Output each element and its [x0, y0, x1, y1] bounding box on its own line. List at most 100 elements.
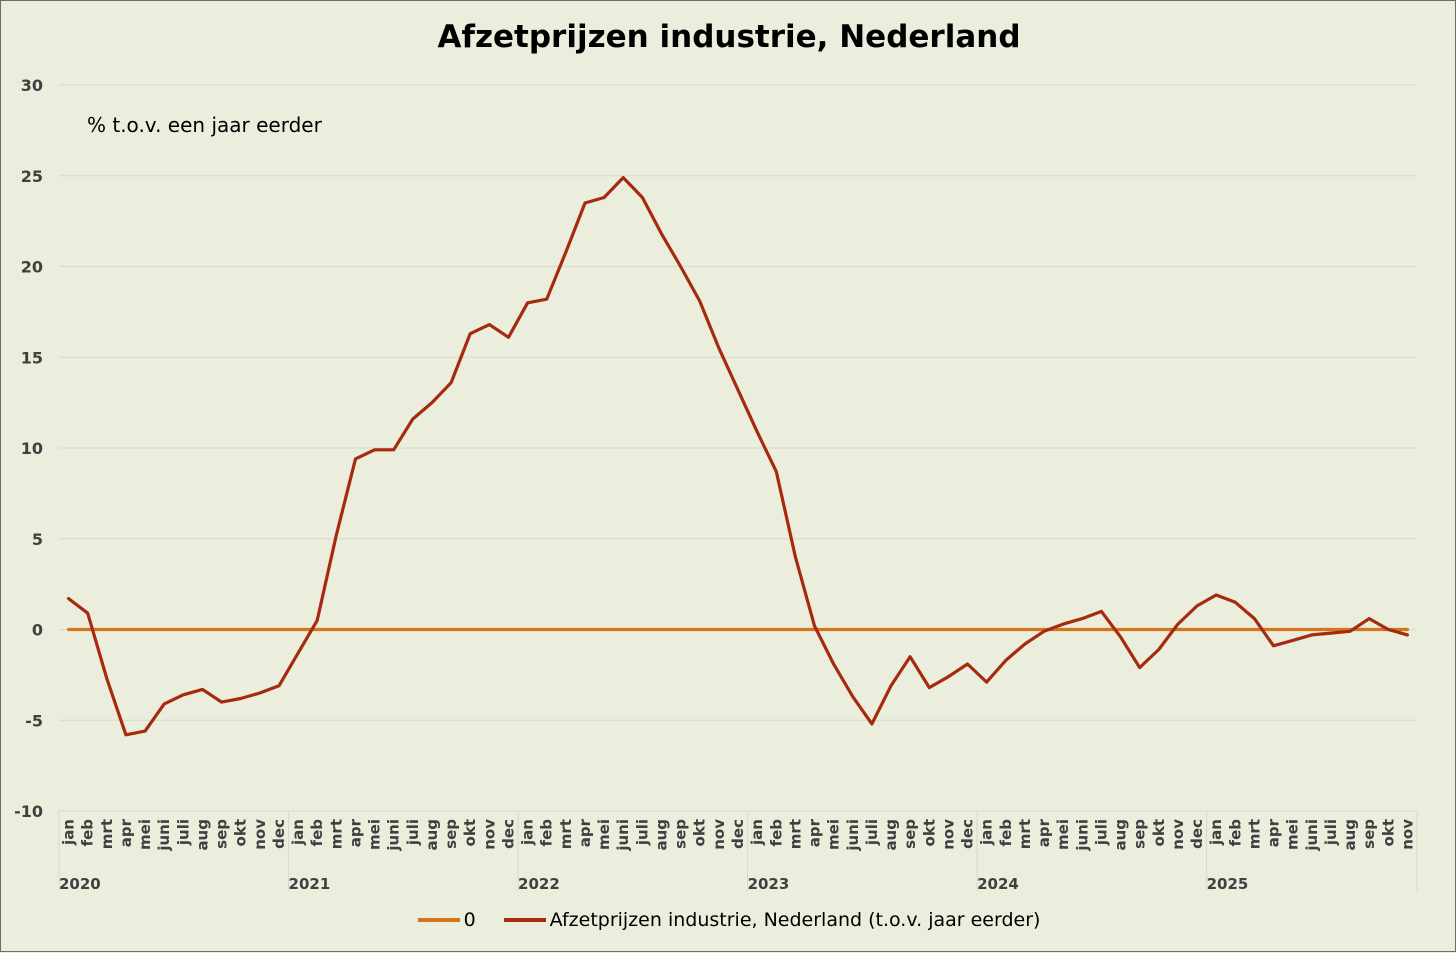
month-tick-label: feb: [997, 819, 1015, 847]
month-tick-label: mei: [366, 819, 384, 850]
month-tick-label: juni: [844, 819, 862, 852]
month-tick-label: okt: [920, 819, 938, 846]
month-tick-label: dec: [1188, 819, 1206, 849]
chart-title: Afzetprijzen industrie, Nederland: [437, 19, 1021, 55]
month-tick-label: mei: [1284, 819, 1302, 850]
month-tick-label: nov: [939, 819, 957, 850]
month-tick-label: jan: [978, 819, 996, 846]
legend-label-zero: 0: [463, 909, 476, 931]
y-tick-label: -5: [25, 711, 43, 730]
month-tick-label: juli: [863, 819, 881, 846]
month-tick-label: apr: [1035, 818, 1053, 847]
month-tick-label: sep: [213, 819, 231, 849]
month-tick-label: juni: [614, 819, 632, 852]
month-tick-label: apr: [806, 818, 824, 847]
month-tick-label: mei: [136, 819, 154, 850]
legend-swatch-afzetprijzen: [503, 918, 546, 922]
month-tick-label: jan: [289, 819, 307, 846]
month-tick-label: jan: [60, 819, 78, 846]
legend-item-zero: 0: [417, 909, 476, 931]
series-lines: [66, 176, 1410, 737]
month-tick-label: juli: [174, 819, 192, 846]
year-label: 2024: [977, 875, 1019, 893]
legend-swatch-zero: [417, 918, 460, 922]
month-tick-label: okt: [232, 819, 250, 846]
month-tick-label: sep: [672, 819, 690, 849]
legend-item-afzetprijzen: Afzetprijzen industrie, Nederland (t.o.v…: [503, 909, 1041, 931]
gridlines: [59, 84, 1417, 812]
month-tick-label: juni: [1303, 819, 1321, 852]
month-tick-label: juni: [385, 819, 403, 852]
month-tick-label: mrt: [1245, 819, 1263, 849]
month-tick-label: juli: [1322, 819, 1340, 846]
month-tick-label: feb: [1226, 819, 1244, 847]
month-tick-label: feb: [767, 819, 785, 847]
month-tick-label: aug: [1341, 819, 1359, 851]
month-tick-label: nov: [480, 819, 498, 850]
month-tick-label: juni: [1073, 819, 1091, 852]
month-tick-label: apr: [117, 818, 135, 847]
month-tick-label: aug: [882, 819, 900, 851]
month-tick-label: nov: [1398, 819, 1416, 850]
y-tick-label: 30: [21, 76, 43, 95]
month-tick-label: jan: [748, 819, 766, 846]
month-tick-label: sep: [1360, 819, 1378, 849]
month-tick-label: jan: [1207, 819, 1225, 846]
month-tick-label: nov: [1169, 819, 1187, 850]
y-tick-label: 0: [32, 621, 43, 640]
month-tick-label: apr: [1265, 818, 1283, 847]
year-label: 2021: [289, 875, 331, 893]
legend-label-afzetprijzen: Afzetprijzen industrie, Nederland (t.o.v…: [549, 909, 1041, 931]
y-tick-label: -10: [14, 802, 43, 821]
month-tick-label: juli: [633, 819, 651, 846]
month-tick-label: aug: [1112, 819, 1130, 851]
y-tick-label: 10: [21, 439, 43, 458]
month-tick-label: apr: [576, 818, 594, 847]
year-label: 2022: [518, 875, 560, 893]
month-tick-label: sep: [1131, 819, 1149, 849]
month-tick-label: mei: [825, 819, 843, 850]
month-tick-label: okt: [461, 819, 479, 846]
month-tick-label: nov: [251, 819, 269, 850]
month-tick-label: aug: [652, 819, 670, 851]
month-tick-label: apr: [346, 818, 364, 847]
month-tick-label: mei: [1054, 819, 1072, 850]
month-tick-label: okt: [691, 819, 709, 846]
y-tick-label: 5: [32, 530, 43, 549]
month-tick-label: dec: [729, 819, 747, 849]
month-tick-label: mei: [595, 819, 613, 850]
month-tick-label: mrt: [557, 819, 575, 849]
month-tick-label: dec: [270, 819, 288, 849]
y-tick-label: 15: [21, 348, 43, 367]
y-axis-ticks: 30 25 20 15 10 5 0 -5 -10: [14, 76, 43, 821]
month-tick-label: dec: [959, 819, 977, 849]
series-line-afzetprijzen: [66, 176, 1410, 737]
month-tick-label: mrt: [1016, 819, 1034, 849]
month-tick-label: juli: [404, 819, 422, 846]
month-tick-label: mrt: [327, 819, 345, 849]
year-label: 2023: [748, 875, 790, 893]
month-tick-label: sep: [901, 819, 919, 849]
month-tick-label: okt: [1150, 819, 1168, 846]
month-tick-label: juli: [1092, 819, 1110, 846]
legend: 0 Afzetprijzen industrie, Nederland (t.o…: [1, 909, 1456, 931]
month-tick-label: jan: [519, 819, 537, 846]
y-tick-label: 20: [21, 258, 43, 277]
year-label: 2025: [1207, 875, 1249, 893]
month-tick-label: dec: [499, 819, 517, 849]
year-label: 2020: [59, 875, 101, 893]
month-tick-label: juni: [155, 819, 173, 852]
y-tick-label: 25: [21, 167, 43, 186]
month-tick-label: mrt: [786, 819, 804, 849]
month-tick-label: mrt: [98, 819, 116, 849]
month-tick-label: nov: [710, 819, 728, 850]
month-tick-label: feb: [79, 819, 97, 847]
month-tick-label: feb: [308, 819, 326, 847]
month-tick-label: okt: [1379, 819, 1397, 846]
month-tick-label: aug: [423, 819, 441, 851]
month-tick-label: feb: [538, 819, 556, 847]
month-tick-label: aug: [193, 819, 211, 851]
